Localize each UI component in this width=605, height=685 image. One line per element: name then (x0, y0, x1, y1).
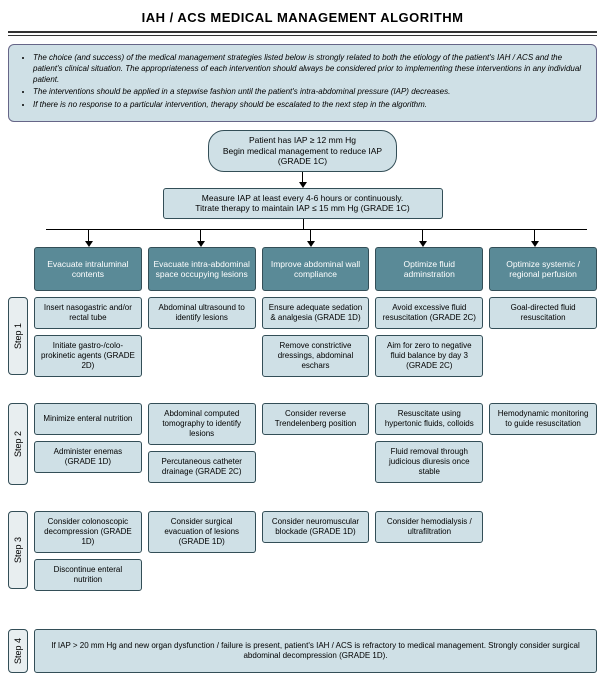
intro-bullet: The interventions should be applied in a… (33, 87, 586, 98)
step4-box: If IAP > 20 mm Hg and new organ dysfunct… (34, 629, 597, 673)
arrow-down-icon (197, 241, 205, 247)
col-header-3: Improve abdominal wall compliance (262, 247, 370, 291)
step2-col3: Consider reverse Trendelenberg position (262, 403, 370, 435)
cell: Insert nasogastric and/or rectal tube (34, 297, 142, 329)
cell: Consider colonoscopic decompression (GRA… (34, 511, 142, 553)
step3-col3: Consider neuromuscular blockade (GRADE 1… (262, 511, 370, 543)
measure-node: Measure IAP at least every 4-6 hours or … (163, 188, 443, 219)
cell: Ensure adequate sedation & analgesia (GR… (262, 297, 370, 329)
branch-connector (8, 219, 597, 247)
step1-col4: Avoid excessive fluid resuscitation (GRA… (375, 297, 483, 377)
step1-col5: Goal-directed fluid resuscitation (489, 297, 597, 329)
cell: Discontinue enteral nutrition (34, 559, 142, 591)
step-label-3: Step 3 (8, 511, 28, 589)
intro-box: The choice (and success) of the medical … (8, 44, 597, 122)
row-gap (8, 383, 597, 397)
connector-line (302, 172, 303, 182)
cell: Administer enemas (GRADE 1D) (34, 441, 142, 473)
step1-col2: Abdominal ultrasound to identify lesions (148, 297, 256, 329)
cell: Consider hemodialysis / ultrafiltration (375, 511, 483, 543)
step-label-4: Step 4 (8, 629, 28, 673)
cell: Hemodynamic monitoring to guide resuscit… (489, 403, 597, 435)
step2-col1: Minimize enteral nutrition Administer en… (34, 403, 142, 473)
step3-col4: Consider hemodialysis / ultrafiltration (375, 511, 483, 543)
title-rule (8, 35, 597, 36)
col-header-2: Evacuate intra-abdominal space occupying… (148, 247, 256, 291)
step3-col1: Consider colonoscopic decompression (GRA… (34, 511, 142, 591)
cell: Percutaneous catheter drainage (GRADE 2C… (148, 451, 256, 483)
measure-line: Measure IAP at least every 4-6 hours or … (172, 193, 434, 204)
step1-col1: Insert nasogastric and/or rectal tube In… (34, 297, 142, 377)
start-line: (GRADE 1C) (223, 156, 382, 167)
cell: Avoid excessive fluid resuscitation (GRA… (375, 297, 483, 329)
arrow-down-icon (85, 241, 93, 247)
col-header-4: Optimize fluid adminstration (375, 247, 483, 291)
row-gap (8, 491, 597, 505)
cell: Consider neuromuscular blockade (GRADE 1… (262, 511, 370, 543)
start-line: Begin medical management to reduce IAP (223, 146, 382, 157)
arrow-down-icon (307, 241, 315, 247)
cell: Minimize enteral nutrition (34, 403, 142, 435)
cell: Fluid removal through judicious diuresis… (375, 441, 483, 483)
row-gap (8, 597, 597, 623)
intro-bullet: The choice (and success) of the medical … (33, 53, 586, 85)
cell: Consider reverse Trendelenberg position (262, 403, 370, 435)
cell: Consider surgical evacuation of lesions … (148, 511, 256, 553)
arrow-down-icon (419, 241, 427, 247)
arrow-down-icon (299, 182, 307, 188)
cell: Abdominal computed tomography to identif… (148, 403, 256, 445)
step2-col5: Hemodynamic monitoring to guide resuscit… (489, 403, 597, 435)
intro-bullet: If there is no response to a particular … (33, 100, 586, 111)
step2-col2: Abdominal computed tomography to identif… (148, 403, 256, 483)
cell: Initiate gastro-/colo-prokinetic agents … (34, 335, 142, 377)
col-header-5: Optimize systemic / regional perfusion (489, 247, 597, 291)
algorithm-grid: Evacuate intraluminal contents Evacuate … (8, 247, 597, 673)
start-node: Patient has IAP ≥ 12 mm Hg Begin medical… (208, 130, 397, 172)
cell: Remove constrictive dressings, abdominal… (262, 335, 370, 377)
step1-col3: Ensure adequate sedation & analgesia (GR… (262, 297, 370, 377)
measure-line: Titrate therapy to maintain IAP ≤ 15 mm … (172, 203, 434, 214)
start-line: Patient has IAP ≥ 12 mm Hg (223, 135, 382, 146)
top-flow: Patient has IAP ≥ 12 mm Hg Begin medical… (8, 130, 597, 219)
col-header-1: Evacuate intraluminal contents (34, 247, 142, 291)
cell: Goal-directed fluid resuscitation (489, 297, 597, 329)
page-title: IAH / ACS MEDICAL MANAGEMENT ALGORITHM (8, 10, 597, 33)
cell: Resuscitate using hypertonic fluids, col… (375, 403, 483, 435)
cell: Abdominal ultrasound to identify lesions (148, 297, 256, 329)
step-label-2: Step 2 (8, 403, 28, 485)
step-label-1: Step 1 (8, 297, 28, 375)
step2-col4: Resuscitate using hypertonic fluids, col… (375, 403, 483, 483)
arrow-down-icon (531, 241, 539, 247)
step3-col2: Consider surgical evacuation of lesions … (148, 511, 256, 553)
cell: Aim for zero to negative fluid balance b… (375, 335, 483, 377)
